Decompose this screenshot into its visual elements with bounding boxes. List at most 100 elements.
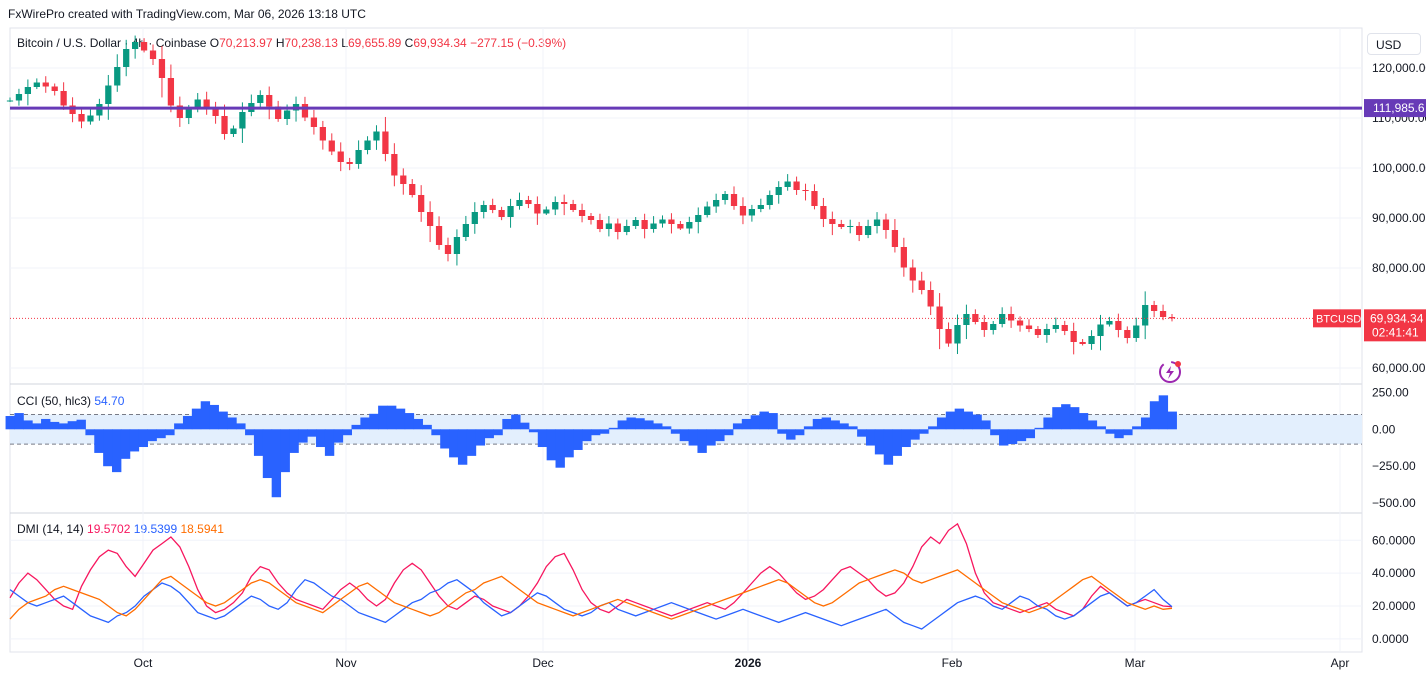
candle[interactable] xyxy=(972,309,979,325)
candle[interactable] xyxy=(114,54,121,92)
candle[interactable] xyxy=(96,98,103,121)
candle[interactable] xyxy=(132,35,139,59)
candle[interactable] xyxy=(1025,319,1033,333)
candle[interactable] xyxy=(257,90,264,108)
candle[interactable] xyxy=(328,133,335,156)
candle[interactable] xyxy=(140,38,148,53)
candle[interactable] xyxy=(561,194,568,216)
candle[interactable] xyxy=(793,176,800,195)
candle[interactable] xyxy=(1124,326,1131,344)
candle[interactable] xyxy=(927,281,934,316)
candle[interactable] xyxy=(105,74,112,120)
candle[interactable] xyxy=(346,157,353,171)
candle[interactable] xyxy=(319,120,326,150)
candle[interactable] xyxy=(1079,339,1086,346)
candle[interactable] xyxy=(337,142,344,172)
candle[interactable] xyxy=(221,104,228,140)
candle[interactable] xyxy=(632,217,639,229)
candle[interactable] xyxy=(24,79,32,106)
dmi-pane[interactable] xyxy=(9,522,1173,630)
candle[interactable] xyxy=(176,96,183,127)
candle[interactable] xyxy=(552,196,559,216)
candle[interactable] xyxy=(203,91,210,115)
candle[interactable] xyxy=(999,307,1006,328)
candle[interactable] xyxy=(69,97,76,123)
candle[interactable] xyxy=(167,64,175,113)
candle[interactable] xyxy=(954,314,961,355)
cci-pane[interactable] xyxy=(5,395,1362,498)
candle[interactable] xyxy=(453,229,461,266)
candle[interactable] xyxy=(891,219,899,253)
candle[interactable] xyxy=(516,192,523,210)
candle[interactable] xyxy=(391,143,398,187)
candle[interactable] xyxy=(275,100,282,122)
candle[interactable] xyxy=(534,196,541,225)
candle[interactable] xyxy=(739,197,747,225)
candle[interactable] xyxy=(435,216,443,250)
candle[interactable] xyxy=(847,219,854,234)
candle[interactable] xyxy=(766,190,773,210)
candle[interactable] xyxy=(87,109,94,125)
candle[interactable] xyxy=(418,185,425,222)
candle[interactable] xyxy=(677,221,684,230)
candle[interactable] xyxy=(1106,316,1113,327)
candle[interactable] xyxy=(569,199,577,213)
candle[interactable] xyxy=(1016,316,1024,332)
candle[interactable] xyxy=(811,184,818,210)
candle[interactable] xyxy=(864,219,872,239)
candle[interactable] xyxy=(909,259,916,293)
candle[interactable] xyxy=(230,125,237,138)
candle[interactable] xyxy=(471,202,478,234)
candle[interactable] xyxy=(650,216,657,233)
candle[interactable] xyxy=(1043,323,1050,343)
candle[interactable] xyxy=(641,213,648,239)
candle[interactable] xyxy=(489,198,496,214)
candle[interactable] xyxy=(1142,291,1149,340)
cci-title[interactable]: CCI (50, hlc3) xyxy=(17,394,92,408)
candle[interactable] xyxy=(686,216,693,234)
candle[interactable] xyxy=(409,179,416,198)
candle[interactable] xyxy=(382,116,389,162)
candle[interactable] xyxy=(1052,317,1059,333)
candle[interactable] xyxy=(596,213,604,233)
candle[interactable] xyxy=(605,216,613,237)
candle[interactable] xyxy=(266,86,273,120)
candle[interactable] xyxy=(364,136,371,155)
candle[interactable] xyxy=(426,201,434,243)
candle[interactable] xyxy=(525,195,532,209)
candle[interactable] xyxy=(507,198,514,228)
candle[interactable] xyxy=(1133,317,1140,342)
candle[interactable] xyxy=(1088,330,1095,350)
candle[interactable] xyxy=(578,203,586,223)
candle[interactable] xyxy=(945,322,952,347)
dmi-minus-line[interactable] xyxy=(9,578,1173,630)
candle[interactable] xyxy=(212,101,219,124)
candle[interactable] xyxy=(900,237,907,277)
candle[interactable] xyxy=(149,44,157,66)
candle[interactable] xyxy=(1097,314,1104,351)
candle[interactable] xyxy=(721,191,729,205)
dmi-title[interactable]: DMI (14, 14) xyxy=(17,522,84,536)
candle[interactable] xyxy=(78,109,85,129)
candle[interactable] xyxy=(462,215,469,242)
candle[interactable] xyxy=(1168,314,1176,322)
candle[interactable] xyxy=(498,206,505,221)
candle[interactable] xyxy=(775,181,782,204)
candle[interactable] xyxy=(963,304,970,340)
candle[interactable] xyxy=(1070,322,1077,355)
candle[interactable] xyxy=(373,125,380,150)
candle[interactable] xyxy=(784,174,791,191)
adx-line[interactable] xyxy=(9,569,1173,620)
candle[interactable] xyxy=(873,212,881,234)
candle[interactable] xyxy=(838,219,845,230)
candle[interactable] xyxy=(668,213,675,234)
candle[interactable] xyxy=(802,183,809,201)
candle[interactable] xyxy=(614,218,621,240)
candle[interactable] xyxy=(248,94,255,117)
candle[interactable] xyxy=(990,321,997,335)
candle[interactable] xyxy=(60,82,67,110)
candle[interactable] xyxy=(1034,326,1042,338)
candle[interactable] xyxy=(400,168,407,195)
candle[interactable] xyxy=(918,271,925,295)
